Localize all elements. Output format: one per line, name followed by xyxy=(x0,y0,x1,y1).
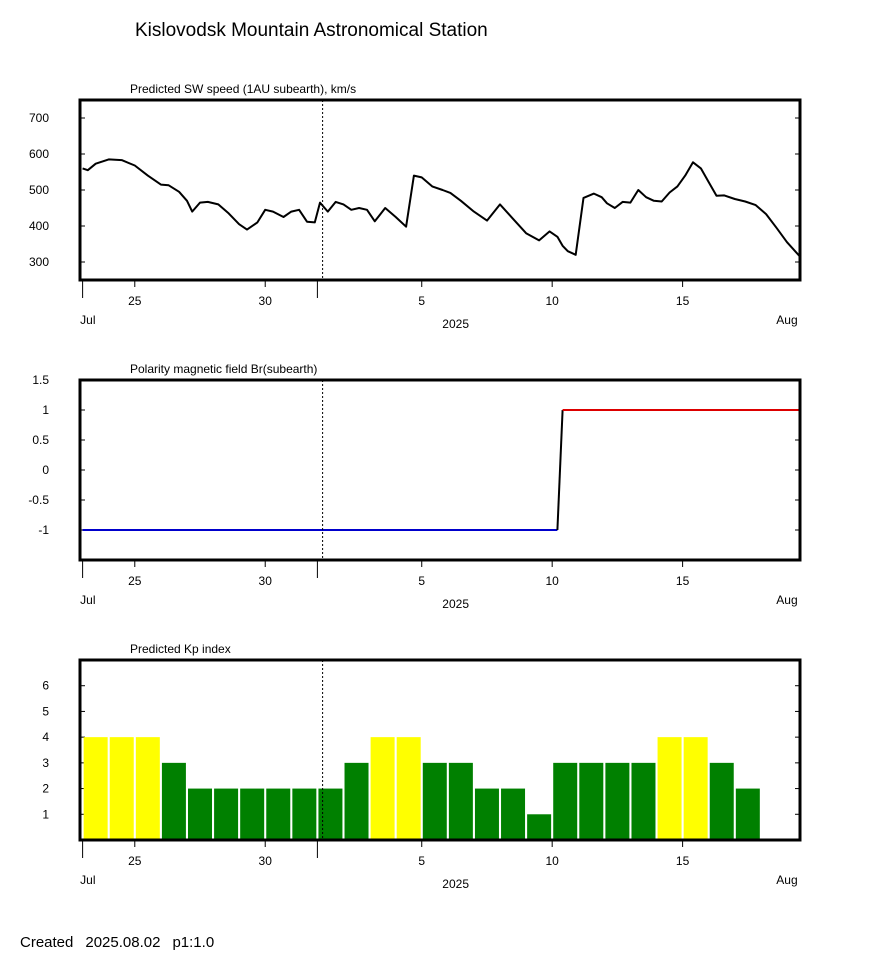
y-tick-label: 3 xyxy=(42,756,49,770)
x-tick-label: 5 xyxy=(418,574,425,588)
x-tick-label: 25 xyxy=(128,294,142,308)
kp-bar xyxy=(579,762,604,840)
page-indicator: p1:1.0 xyxy=(172,934,215,951)
month-label: Aug xyxy=(776,593,797,607)
kp-bar xyxy=(318,788,343,840)
x-tick-label: 15 xyxy=(676,294,690,308)
y-tick-label: 0.5 xyxy=(32,433,49,447)
kp-bar xyxy=(474,788,499,840)
month-label: Jul xyxy=(80,593,95,607)
y-tick-label: 700 xyxy=(29,111,49,125)
kp-bar xyxy=(631,762,656,840)
y-tick-label: 4 xyxy=(42,730,49,744)
month-label: Jul xyxy=(80,313,95,327)
plot-frame xyxy=(78,658,802,842)
plot-frame xyxy=(78,98,802,282)
kp-bar xyxy=(735,788,760,840)
y-tick-label: 6 xyxy=(42,679,49,693)
kp-bar xyxy=(188,788,212,840)
y-tick-label: 400 xyxy=(29,219,49,233)
kp-bar xyxy=(709,762,734,840)
chart-title: Predicted SW speed (1AU subearth), km/s xyxy=(130,82,356,96)
kp-bar xyxy=(527,814,552,840)
x-tick-label: 15 xyxy=(676,574,690,588)
station-title: Kislovodsk Mountain Astronomical Station xyxy=(135,20,488,41)
year-label: 2025 xyxy=(442,597,469,611)
series-line xyxy=(556,409,564,531)
kp-bar xyxy=(83,737,108,840)
x-tick-label: 30 xyxy=(259,854,273,868)
chart-panel-1: Predicted SW speed (1AU subearth), km/s 3… xyxy=(29,82,802,331)
kp-bar xyxy=(396,737,421,840)
y-tick-label: 1.5 xyxy=(32,373,49,387)
kp-bar xyxy=(422,762,447,840)
y-tick-label: 5 xyxy=(42,704,49,718)
x-tick-label: 10 xyxy=(545,854,559,868)
y-tick-label: 1 xyxy=(42,403,49,417)
x-tick-label: 30 xyxy=(259,294,273,308)
y-tick-label: 1 xyxy=(42,807,49,821)
y-tick-label: -0.5 xyxy=(28,493,49,507)
created-date: 2025.08.02 xyxy=(85,934,161,951)
y-tick-label: 600 xyxy=(29,147,49,161)
month-label: Aug xyxy=(776,873,797,887)
series-line xyxy=(82,158,801,258)
month-label: Jul xyxy=(80,873,95,887)
x-tick-label: 25 xyxy=(128,854,142,868)
x-tick-label: 15 xyxy=(676,854,690,868)
chart-title: Predicted Kp index xyxy=(130,642,231,656)
kp-bar xyxy=(683,737,708,840)
y-tick-label: 2 xyxy=(42,782,49,796)
x-tick-label: 10 xyxy=(545,294,559,308)
x-tick-label: 25 xyxy=(128,574,142,588)
plot-frame xyxy=(78,378,802,562)
footer: Created 2025.08.02 p1:1.0 xyxy=(20,934,226,951)
kp-bar xyxy=(109,737,134,840)
chart-title: Polarity magnetic field Br(subearth) xyxy=(130,362,317,376)
x-tick-label: 10 xyxy=(545,574,559,588)
kp-bar xyxy=(448,762,473,840)
kp-bar xyxy=(214,788,239,840)
y-tick-label: 300 xyxy=(29,255,49,269)
kp-bar xyxy=(657,737,682,840)
y-tick-label: 0 xyxy=(42,463,49,477)
kp-bar xyxy=(240,788,265,840)
x-tick-label: 5 xyxy=(418,854,425,868)
y-tick-label: 500 xyxy=(29,183,49,197)
kp-bar xyxy=(161,762,186,840)
y-tick-label: -1 xyxy=(38,523,49,537)
kp-bar xyxy=(344,762,369,840)
chart-panel-2: Polarity magnetic field Br(subearth) -1 -0… xyxy=(28,362,802,611)
month-label: Aug xyxy=(776,313,797,327)
kp-bar xyxy=(135,737,160,840)
kp-bar xyxy=(370,737,395,840)
x-tick-label: 30 xyxy=(259,574,273,588)
kp-bar xyxy=(501,788,526,840)
kp-bar xyxy=(292,788,317,840)
kp-bar xyxy=(266,788,291,840)
kp-bar xyxy=(605,762,630,840)
x-tick-label: 5 xyxy=(418,294,425,308)
year-label: 2025 xyxy=(442,317,469,331)
year-label: 2025 xyxy=(442,877,469,891)
created-label: Created xyxy=(20,934,74,951)
kp-bar xyxy=(553,762,578,840)
chart-panel-3: Predicted Kp index 1 2 3 4 5 6 25 30 5 10 15 Jul Aug 2… xyxy=(42,642,802,891)
